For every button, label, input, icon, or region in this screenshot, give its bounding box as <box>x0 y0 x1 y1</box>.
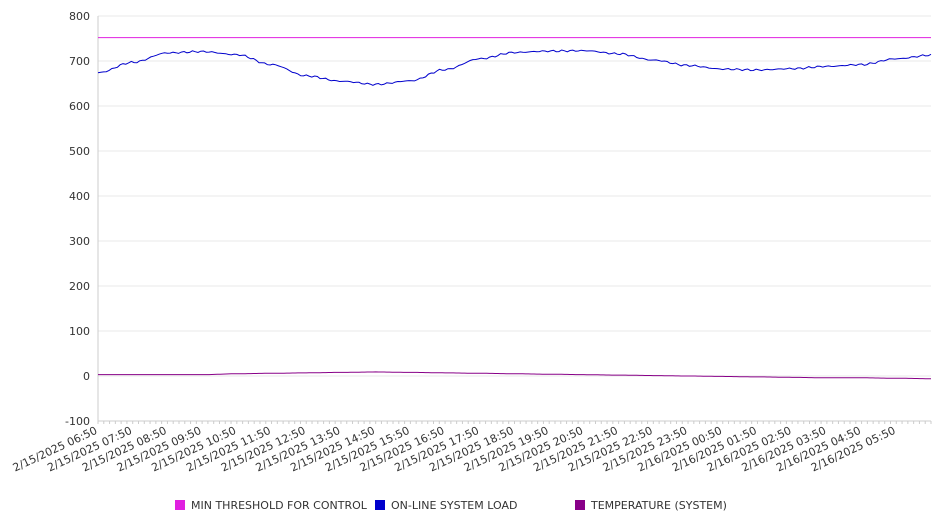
y-axis: -100 0 100 200 300 400 500 600 700 800 <box>65 10 99 428</box>
y-tick-label-0: -100 <box>65 415 90 428</box>
legend-item-temperature[interactable]: TEMPERATURE (SYSTEM) <box>575 497 727 513</box>
legend: MIN THRESHOLD FOR CONTROL ON-LINE SYSTEM… <box>0 497 946 515</box>
legend-label-min-threshold: MIN THRESHOLD FOR CONTROL <box>191 498 367 512</box>
legend-label-temperature: TEMPERATURE (SYSTEM) <box>591 498 727 512</box>
series-lines <box>97 37 932 380</box>
legend-swatch-temperature <box>575 500 585 510</box>
series-line-temperature-system <box>98 371 931 380</box>
series-line-on-line-system-load <box>97 49 932 86</box>
y-tick-label-5: 400 <box>69 190 90 203</box>
y-tick-label-1: 0 <box>83 370 90 383</box>
legend-item-min-threshold[interactable]: MIN THRESHOLD FOR CONTROL <box>175 497 367 513</box>
y-tick-label-7: 600 <box>69 100 90 113</box>
legend-swatch-min-threshold <box>175 500 185 510</box>
legend-swatch-system-load <box>375 500 385 510</box>
y-tick-label-8: 700 <box>69 55 90 68</box>
y-tick-label-6: 500 <box>69 145 90 158</box>
grid-lines <box>98 15 931 422</box>
x-axis: 2/15/2025 06:502/15/2025 07:502/15/2025 … <box>11 420 932 474</box>
legend-label-system-load: ON-LINE SYSTEM LOAD <box>391 498 518 512</box>
y-tick-label-4: 300 <box>69 235 90 248</box>
legend-item-system-load[interactable]: ON-LINE SYSTEM LOAD <box>375 497 517 513</box>
y-tick-label-3: 200 <box>69 280 90 293</box>
y-tick-label-9: 800 <box>69 10 90 23</box>
y-tick-label-2: 100 <box>69 325 90 338</box>
